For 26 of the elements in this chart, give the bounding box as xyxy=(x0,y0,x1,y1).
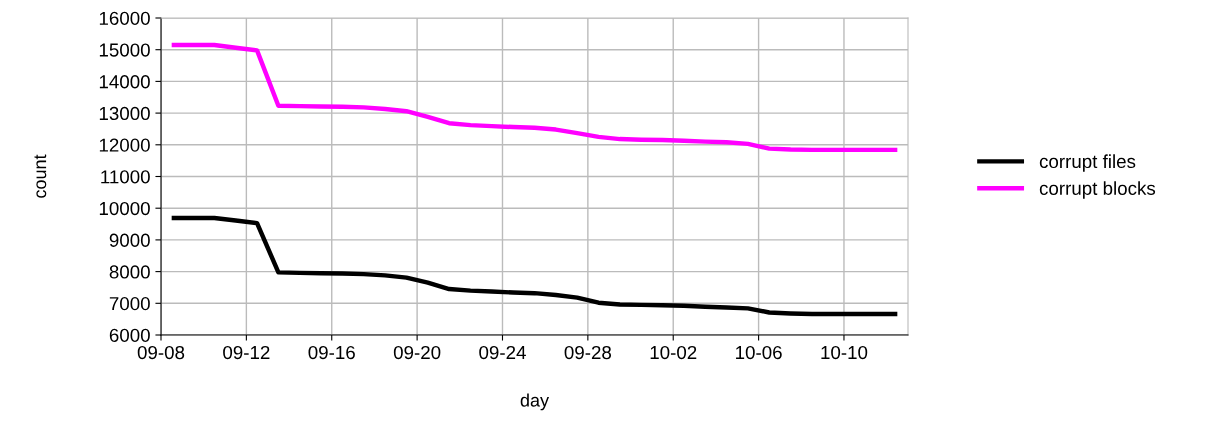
x-tick-label: 10-06 xyxy=(736,345,782,360)
x-tick-label: 09-08 xyxy=(137,345,185,360)
y-tick-label: 8000 xyxy=(109,265,150,279)
x-tick-label: 09-28 xyxy=(564,345,612,360)
y-axis-title: count xyxy=(34,154,47,198)
x-tick-label: 09-24 xyxy=(479,345,526,360)
y-tick-label: 16000 xyxy=(99,11,150,25)
x-tick-label: 09-16 xyxy=(308,345,355,360)
y-tick-label: 9000 xyxy=(109,233,150,247)
legend-label: corrupt blocks xyxy=(1039,181,1156,199)
x-tick-label: 10-10 xyxy=(821,345,868,360)
line-series xyxy=(169,215,900,317)
x-tick-label: 09-20 xyxy=(393,345,441,360)
y-tick-label: 7000 xyxy=(109,297,150,311)
y-tick-label: 11000 xyxy=(101,170,150,184)
legend-label: corrupt files xyxy=(1039,154,1136,172)
y-tick-label: 6000 xyxy=(109,328,150,342)
y-tick-label: 13000 xyxy=(99,106,150,121)
x-tick-label: 10-02 xyxy=(650,345,697,360)
x-axis-title: day xyxy=(520,393,550,411)
y-tick-label: 15000 xyxy=(99,43,150,57)
y-tick-label: 12000 xyxy=(99,138,150,152)
line-series xyxy=(169,42,900,153)
y-tick-label: 14000 xyxy=(99,75,150,89)
y-tick-label: 10000 xyxy=(99,201,150,216)
x-tick-label: 09-12 xyxy=(223,345,270,360)
